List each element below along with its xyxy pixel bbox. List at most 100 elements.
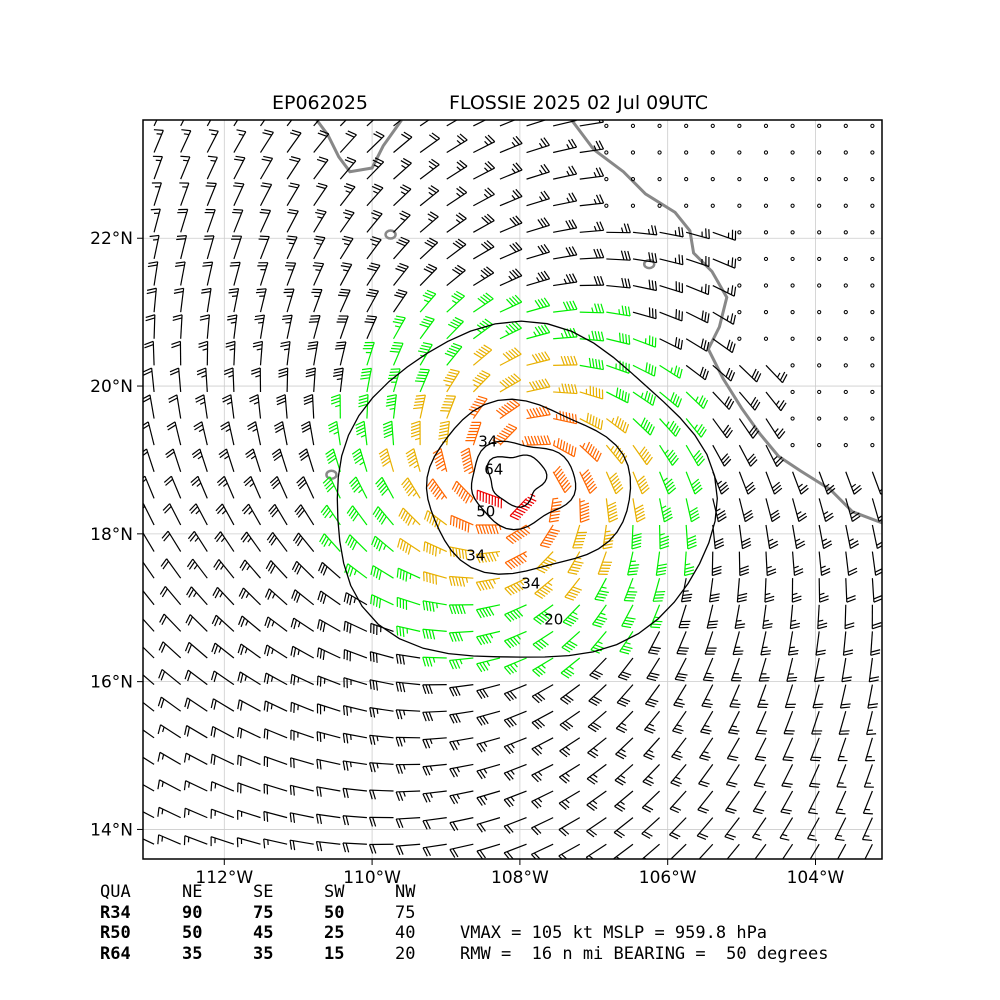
- calm-marker: [737, 230, 742, 235]
- wind-barb: [627, 551, 640, 576]
- calm-marker: [870, 203, 875, 208]
- wind-barb: [765, 444, 784, 467]
- wind-barb: [183, 780, 208, 792]
- wind-barb: [395, 763, 421, 774]
- wind-barb: [712, 257, 737, 269]
- wind-barb: [369, 707, 394, 718]
- wind-barb: [451, 480, 474, 504]
- wind-barb: [211, 614, 235, 632]
- wind-barb: [845, 498, 861, 522]
- wind-barb: [476, 843, 501, 859]
- calm-marker: [843, 283, 848, 288]
- wind-barb: [685, 498, 700, 523]
- wind-barb: [291, 589, 315, 606]
- wind-barb: [342, 705, 368, 716]
- wind-barb: [652, 578, 666, 602]
- wind-barb: [263, 838, 288, 849]
- wind-barb: [263, 810, 288, 822]
- wind-barb: [811, 711, 823, 735]
- wind-barb: [672, 710, 687, 735]
- wind-barb: [316, 786, 341, 797]
- wind-barb: [264, 588, 288, 606]
- wind-barb: [237, 671, 261, 686]
- wind-barb: [712, 391, 735, 410]
- wind-barb: [632, 362, 657, 377]
- wind-barb: [587, 710, 607, 733]
- wind-barb: [220, 421, 235, 446]
- wind-barb: [521, 435, 552, 446]
- wind-barb: [499, 294, 523, 313]
- wind-barb: [289, 839, 314, 851]
- wind-barb: [236, 837, 261, 848]
- wind-barb: [760, 631, 772, 656]
- wind-barb: [168, 394, 182, 419]
- wind-barb: [560, 657, 581, 679]
- wind-barb: [579, 330, 605, 342]
- wind-barb: [296, 476, 315, 499]
- wind-barb: [316, 758, 341, 770]
- wind-barb: [283, 288, 295, 313]
- contour-34: [425, 398, 632, 575]
- wind-barb: [241, 503, 262, 526]
- wind-barb: [143, 756, 155, 765]
- wind-barbs: [143, 120, 882, 859]
- wind-barb: [419, 185, 440, 207]
- wind-barb: [343, 677, 368, 689]
- wind-barb: [472, 370, 491, 393]
- wind-barb: [393, 120, 402, 127]
- calm-marker: [790, 363, 795, 368]
- wind-barb: [531, 710, 554, 730]
- wind-barb: [290, 645, 315, 659]
- wind-barb: [184, 697, 208, 712]
- wind-barb: [465, 421, 482, 446]
- wind-barb: [712, 444, 732, 467]
- wind-barb: [396, 625, 421, 637]
- wind-barb: [475, 550, 501, 564]
- wind-barb: [161, 530, 182, 552]
- wind-barb: [812, 684, 824, 709]
- wind-barb: [313, 235, 326, 260]
- wind-barb: [422, 656, 447, 667]
- radius-nw: 40: [395, 923, 416, 943]
- wind-barb: [712, 284, 737, 297]
- wind-barb: [473, 161, 496, 180]
- wind-barb: [393, 289, 408, 313]
- wind-barb: [184, 641, 208, 659]
- wind-barb: [206, 155, 218, 180]
- wind-barb: [289, 784, 314, 796]
- wind-barb: [395, 681, 421, 693]
- wind-barb: [503, 763, 527, 781]
- wind-barb: [369, 734, 394, 746]
- wind-barb: [315, 813, 341, 825]
- wind-barb: [685, 310, 710, 324]
- wind-barb: [844, 604, 855, 630]
- wind-barb: [195, 394, 208, 419]
- header-nw: NW: [395, 882, 416, 902]
- wind-radii-table: QUA NE SE SW NW R34 90 75 50 75 R50 50 4…: [100, 882, 435, 964]
- wind-barb: [183, 835, 208, 846]
- wind-barb: [449, 514, 474, 533]
- wind-barb: [685, 524, 697, 550]
- wind-barb: [330, 393, 341, 419]
- storm-id-title: EP062025: [272, 92, 368, 114]
- calm-marker: [737, 150, 742, 155]
- wind-barb: [395, 817, 421, 829]
- wind-barb: [499, 162, 523, 180]
- lon-tick-label: 112°W: [195, 868, 253, 888]
- wind-barb: [366, 130, 385, 153]
- wind-barb: [712, 311, 737, 325]
- row-label: R50: [100, 923, 131, 943]
- wind-barb: [446, 212, 467, 233]
- wind-barb: [671, 737, 687, 761]
- calm-marker: [604, 150, 609, 155]
- wind-barb: [712, 364, 736, 382]
- wind-barb: [143, 701, 155, 712]
- calm-marker: [630, 203, 636, 208]
- calm-marker: [790, 336, 795, 341]
- wind-barb: [476, 657, 501, 673]
- lon-tick-label: 106°W: [639, 868, 697, 888]
- calm-marker: [817, 310, 822, 315]
- wind-barb: [369, 651, 394, 663]
- map-grid: [143, 120, 882, 859]
- wind-barb: [419, 263, 438, 286]
